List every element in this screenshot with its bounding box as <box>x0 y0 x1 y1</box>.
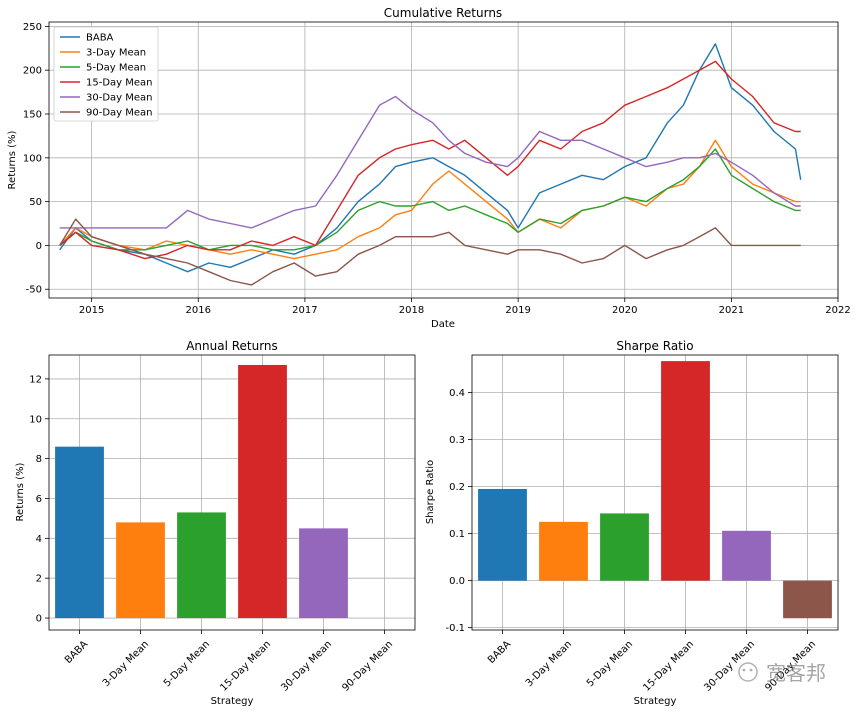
y-axis-label: Returns (%) <box>7 130 18 189</box>
legend-label: 3-Day Mean <box>86 48 146 59</box>
x-tick-label: 5-Day Mean <box>162 639 212 689</box>
y-tick-label: 0 <box>36 241 42 252</box>
x-tick-label: 2022 <box>825 305 850 316</box>
bar-15-day-mean <box>661 361 710 581</box>
x-tick-label: 2019 <box>505 305 530 316</box>
x-tick-label: 30-Day Mean <box>279 639 334 694</box>
series-line-90-day-mean <box>59 218 801 286</box>
y-tick-label: 12 <box>29 374 42 385</box>
legend-label: 30-Day Mean <box>86 93 153 104</box>
y-tick-label: 250 <box>23 22 42 33</box>
x-tick-label: 3-Day Mean <box>101 639 151 689</box>
legend-label: 90-Day Mean <box>86 108 153 119</box>
y-tick-label: 2 <box>36 574 42 585</box>
legend-label: BABA <box>86 33 114 44</box>
plot-frame <box>48 21 839 299</box>
y-axis-label: Returns (%) <box>15 462 26 521</box>
x-tick-label: 3-Day Mean <box>524 639 574 689</box>
x-axis-label: Date <box>431 319 455 330</box>
x-tick-label: 2021 <box>719 305 744 316</box>
x-tick-label: 2016 <box>186 305 211 316</box>
x-tick-label: 5-Day Mean <box>585 639 635 689</box>
x-tick-label: 15-Day Mean <box>218 639 273 694</box>
y-tick-label: 50 <box>29 197 42 208</box>
y-tick-label: 0.0 <box>449 576 465 587</box>
y-tick-label: 4 <box>36 534 42 545</box>
x-tick-label: 2018 <box>399 305 424 316</box>
chart-title: Cumulative Returns <box>384 6 502 20</box>
x-tick-label: 90-Day Mean <box>340 639 395 694</box>
x-tick-label: 30-Day Mean <box>702 639 757 694</box>
wechat-icon <box>738 662 758 682</box>
series-line-15-day-mean <box>59 60 801 260</box>
y-tick-label: -0.1 <box>445 623 465 634</box>
bar-baba <box>55 446 104 619</box>
y-tick-label: 0.3 <box>449 435 465 446</box>
x-tick-label: 2015 <box>79 305 104 316</box>
bar-30-day-mean <box>299 528 348 619</box>
chart-title: Annual Returns <box>186 339 278 353</box>
chart-title: Sharpe Ratio <box>616 339 693 353</box>
bar-3-day-mean <box>539 521 588 581</box>
legend-label: 15-Day Mean <box>86 78 153 89</box>
series-line-baba <box>59 43 802 273</box>
x-tick-label: BABA <box>486 639 513 666</box>
legend-label: 5-Day Mean <box>86 63 146 74</box>
bar-30-day-mean <box>722 530 771 581</box>
y-tick-label: 150 <box>23 110 42 121</box>
y-tick-label: 0.4 <box>449 388 465 399</box>
y-tick-label: 8 <box>36 454 42 465</box>
watermark: 宽客邦 <box>738 661 826 685</box>
legend: BABA 3-Day Mean 5-Day Mean 15-Day Mean 30-Da… <box>53 26 159 122</box>
x-tick-label: 15-Day Mean <box>641 639 696 694</box>
bar-5-day-mean <box>600 513 649 581</box>
bar-3-day-mean <box>116 522 165 619</box>
cumulative-returns-chart: Cumulative Returns 2015 2016 2017 2018 2019 2… <box>7 6 851 330</box>
y-tick-label: 0 <box>36 614 42 625</box>
bar-5-day-mean <box>177 512 226 619</box>
plot-frame <box>471 354 839 631</box>
y-tick-label: 6 <box>36 494 42 505</box>
x-axis-label: Strategy <box>211 696 254 707</box>
y-tick-label: 100 <box>23 153 42 164</box>
x-axis-label: Strategy <box>634 696 677 707</box>
annual-returns-chart: Annual Returns 12 10 8 6 4 2 0 BABA 3-Day Mean 5… <box>15 339 416 707</box>
x-tick-label: 2020 <box>612 305 637 316</box>
y-tick-label: 0.1 <box>449 529 465 540</box>
bar-90-day-mean <box>783 580 832 619</box>
y-tick-label: 200 <box>23 66 42 77</box>
y-tick-label: 0.2 <box>449 482 465 493</box>
y-tick-label: -50 <box>26 285 42 296</box>
series-line-30-day-mean <box>59 95 801 229</box>
y-tick-label: 10 <box>29 414 42 425</box>
bar-15-day-mean <box>238 364 287 619</box>
y-axis-label: Sharpe Ratio <box>425 460 436 524</box>
plot-frame <box>48 354 416 631</box>
bar-baba <box>478 488 527 581</box>
watermark-text: 宽客邦 <box>766 661 826 685</box>
sharpe-ratio-chart: Sharpe Ratio 0.4 0.3 0.2 0.1 0.0 -0.1 BABA 3-D… <box>425 339 839 707</box>
x-tick-label: 2017 <box>292 305 317 316</box>
x-tick-label: BABA <box>63 639 90 666</box>
series-line-5-day-mean <box>59 148 801 251</box>
